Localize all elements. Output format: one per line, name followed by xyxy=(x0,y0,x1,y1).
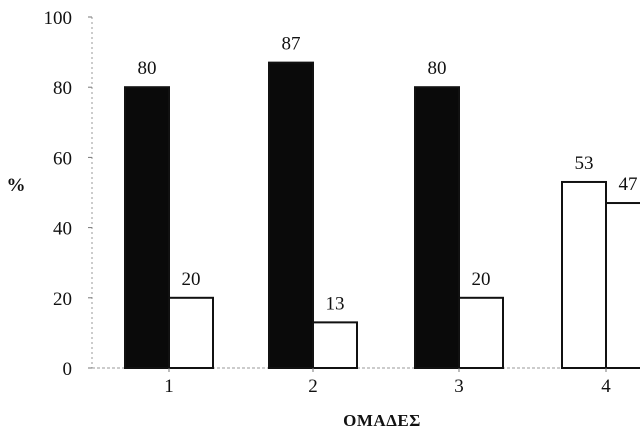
bar-series-1-cat-4 xyxy=(561,180,607,369)
y-tick-label: 80 xyxy=(53,78,72,99)
bar-value-label: 80 xyxy=(138,58,157,79)
y-tick-label: 40 xyxy=(53,219,72,240)
y-tick-label: 100 xyxy=(44,8,73,29)
x-tick-label: 4 xyxy=(601,376,611,397)
value-labels: 80 87 80 53 20 13 20 47 xyxy=(138,34,638,315)
y-tick-label: 60 xyxy=(53,148,72,169)
bar-series-2-cat-4 xyxy=(605,202,640,369)
bar-value-label: 87 xyxy=(282,34,301,55)
bar-series-2-cat-3 xyxy=(458,296,504,369)
bar-value-label: 20 xyxy=(182,269,201,290)
x-ticks: 1 2 3 4 xyxy=(164,368,611,397)
y-tick-label: 0 xyxy=(63,359,73,380)
y-tick-label: 20 xyxy=(53,289,72,310)
x-tick-label: 3 xyxy=(454,376,464,397)
bar-series-1-cat-3 xyxy=(414,86,460,369)
bar-value-label: 13 xyxy=(326,293,345,314)
bar-series-2-cat-2 xyxy=(312,321,358,369)
bar-series-1-cat-1 xyxy=(124,86,170,369)
x-axis-label: ΟΜΑΔΕΣ xyxy=(343,411,421,430)
y-axis-label: % xyxy=(7,175,26,196)
x-tick-label: 1 xyxy=(164,376,174,397)
bar-series-1-cat-2 xyxy=(268,61,314,369)
bar-value-label: 80 xyxy=(428,58,447,79)
x-tick-label: 2 xyxy=(308,376,318,397)
bar-value-label: 53 xyxy=(575,153,594,174)
bars xyxy=(124,61,640,369)
bar-value-label: 47 xyxy=(619,174,638,195)
bar-value-label: 20 xyxy=(472,269,491,290)
bar-series-2-cat-1 xyxy=(168,296,214,369)
y-ticks: 0 20 40 60 80 100 xyxy=(44,8,92,380)
